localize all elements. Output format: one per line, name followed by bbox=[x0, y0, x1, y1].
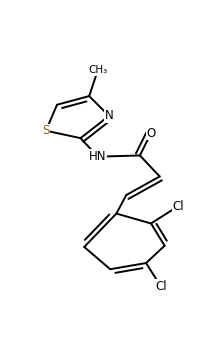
Text: O: O bbox=[146, 127, 156, 140]
Text: N: N bbox=[105, 109, 113, 122]
Text: Cl: Cl bbox=[155, 280, 167, 293]
Text: HN: HN bbox=[89, 150, 106, 163]
Text: S: S bbox=[42, 124, 50, 137]
Text: CH₃: CH₃ bbox=[88, 65, 108, 75]
Text: Cl: Cl bbox=[172, 200, 184, 213]
